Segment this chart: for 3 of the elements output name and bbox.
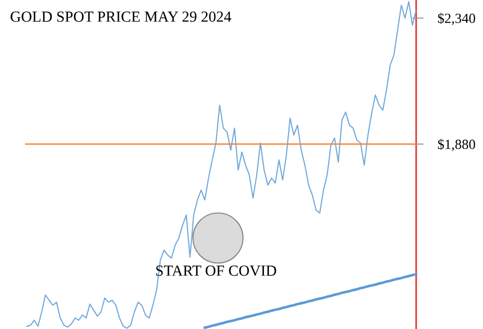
y-tick-label: $2,340 <box>438 12 476 26</box>
text: GOLD SPOT PRICE MAY 29 2024 <box>10 12 232 22</box>
y-tick-label: $1,880 <box>438 138 476 152</box>
